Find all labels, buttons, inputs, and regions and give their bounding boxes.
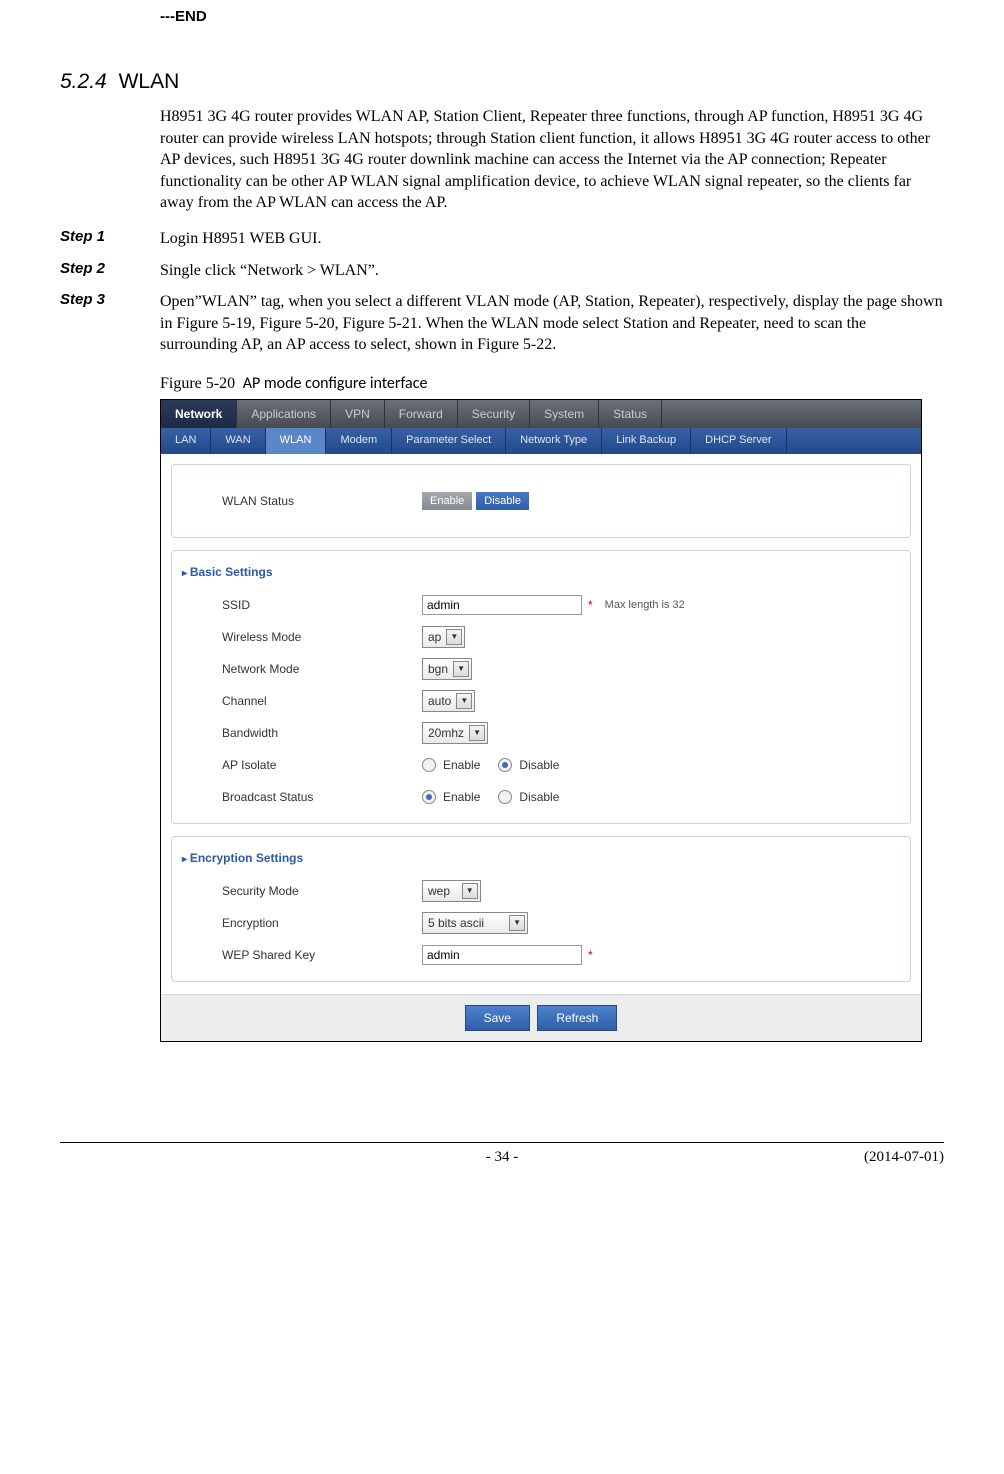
button-bar: Save Refresh xyxy=(161,994,921,1041)
wlan-status-panel: WLAN Status EnableDisable xyxy=(171,464,911,538)
sub-tab-parameter-select[interactable]: Parameter Select xyxy=(392,428,506,454)
bandwidth-label: Bandwidth xyxy=(222,726,422,740)
broadcast-disable-radio[interactable] xyxy=(498,790,512,804)
step-2-label: Step 2 xyxy=(60,260,160,282)
sub-tab-link-backup[interactable]: Link Backup xyxy=(602,428,691,454)
ssid-input[interactable] xyxy=(422,595,582,615)
dropdown-arrow-icon: ▼ xyxy=(456,693,472,709)
step-3-label: Step 3 xyxy=(60,291,160,356)
dropdown-arrow-icon: ▼ xyxy=(509,915,525,931)
wlan-status-enable-button[interactable]: Enable xyxy=(422,492,472,510)
sub-tab-wan[interactable]: WAN xyxy=(211,428,265,454)
wireless-mode-select[interactable]: ap▼ xyxy=(422,626,465,648)
encryption-select[interactable]: 5 bits ascii ▼ xyxy=(422,912,528,934)
wlan-config-screenshot: Network Applications VPN Forward Securit… xyxy=(160,399,922,1042)
wlan-status-label: WLAN Status xyxy=(222,494,422,508)
main-tab-applications[interactable]: Applications xyxy=(237,400,331,428)
encryption-settings-legend: Encryption Settings xyxy=(178,851,307,865)
page-footer: - 34 - (2014-07-01) xyxy=(60,1142,944,1166)
sub-tab-lan[interactable]: LAN xyxy=(161,428,211,454)
channel-label: Channel xyxy=(222,694,422,708)
main-tab-vpn[interactable]: VPN xyxy=(331,400,385,428)
ap-isolate-enable-text: Enable xyxy=(443,758,480,772)
section-number: 5.2.4 xyxy=(60,70,107,93)
network-mode-label: Network Mode xyxy=(222,662,422,676)
wep-key-label: WEP Shared Key xyxy=(222,948,422,962)
section-title: WLAN xyxy=(119,70,180,93)
ap-isolate-disable-radio[interactable] xyxy=(498,758,512,772)
security-mode-select[interactable]: wep ▼ xyxy=(422,880,481,902)
dropdown-arrow-icon: ▼ xyxy=(453,661,469,677)
step-1-text: Login H8951 WEB GUI. xyxy=(160,228,321,250)
ssid-label: SSID xyxy=(222,598,422,612)
network-mode-select[interactable]: bgn▼ xyxy=(422,658,472,680)
bandwidth-select[interactable]: 20mhz▼ xyxy=(422,722,488,744)
step-3: Step 3 Open”WLAN” tag, when you select a… xyxy=(60,291,944,356)
sub-tab-modem[interactable]: Modem xyxy=(326,428,392,454)
footer-date: (2014-07-01) xyxy=(864,1149,944,1166)
section-heading: 5.2.4 WLAN xyxy=(60,70,944,94)
broadcast-status-label: Broadcast Status xyxy=(222,790,422,804)
ssid-hint: Max length is 32 xyxy=(605,599,685,611)
refresh-button[interactable]: Refresh xyxy=(537,1005,617,1031)
step-3-text: Open”WLAN” tag, when you select a differ… xyxy=(160,291,944,356)
sub-tab-wlan[interactable]: WLAN xyxy=(266,428,327,454)
intro-paragraph: H8951 3G 4G router provides WLAN AP, Sta… xyxy=(160,106,944,214)
main-tab-status[interactable]: Status xyxy=(599,400,662,428)
broadcast-enable-text: Enable xyxy=(443,790,480,804)
sub-tab-network-type[interactable]: Network Type xyxy=(506,428,602,454)
security-mode-label: Security Mode xyxy=(222,884,422,898)
main-tab-security[interactable]: Security xyxy=(458,400,530,428)
wep-key-input[interactable] xyxy=(422,945,582,965)
page-number: - 34 - xyxy=(486,1149,519,1166)
figure-title: AP mode configure interface xyxy=(239,374,427,393)
wireless-mode-label: Wireless Mode xyxy=(222,630,422,644)
channel-select[interactable]: auto▼ xyxy=(422,690,475,712)
main-tab-forward[interactable]: Forward xyxy=(385,400,458,428)
dropdown-arrow-icon: ▼ xyxy=(446,629,462,645)
broadcast-disable-text: Disable xyxy=(519,790,559,804)
broadcast-enable-radio[interactable] xyxy=(422,790,436,804)
main-tab-system[interactable]: System xyxy=(530,400,599,428)
basic-settings-legend: Basic Settings xyxy=(178,565,277,579)
encryption-label: Encryption xyxy=(222,916,422,930)
wlan-status-disable-button[interactable]: Disable xyxy=(476,492,529,510)
step-2-text: Single click “Network > WLAN”. xyxy=(160,260,379,282)
dropdown-arrow-icon: ▼ xyxy=(469,725,485,741)
ap-isolate-label: AP Isolate xyxy=(222,758,422,772)
step-1: Step 1 Login H8951 WEB GUI. xyxy=(60,228,944,250)
required-asterisk: * xyxy=(588,598,593,612)
required-asterisk: * xyxy=(588,948,593,962)
sub-tab-bar: LAN WAN WLAN Modem Parameter Select Netw… xyxy=(161,428,921,454)
ap-isolate-enable-radio[interactable] xyxy=(422,758,436,772)
main-tab-network[interactable]: Network xyxy=(161,400,237,428)
end-marker: ---END xyxy=(160,0,944,25)
figure-number: Figure 5-20 xyxy=(160,375,235,392)
ap-isolate-disable-text: Disable xyxy=(519,758,559,772)
dropdown-arrow-icon: ▼ xyxy=(462,883,478,899)
sub-tab-dhcp-server[interactable]: DHCP Server xyxy=(691,428,786,454)
step-2: Step 2 Single click “Network > WLAN”. xyxy=(60,260,944,282)
main-tab-bar: Network Applications VPN Forward Securit… xyxy=(161,400,921,428)
step-1-label: Step 1 xyxy=(60,228,160,250)
basic-settings-panel: Basic Settings SSID * Max length is 32 W… xyxy=(171,550,911,824)
save-button[interactable]: Save xyxy=(465,1005,530,1031)
encryption-settings-panel: Encryption Settings Security Mode wep ▼ … xyxy=(171,836,911,982)
figure-caption: Figure 5-20 AP mode configure interface xyxy=(160,374,944,393)
